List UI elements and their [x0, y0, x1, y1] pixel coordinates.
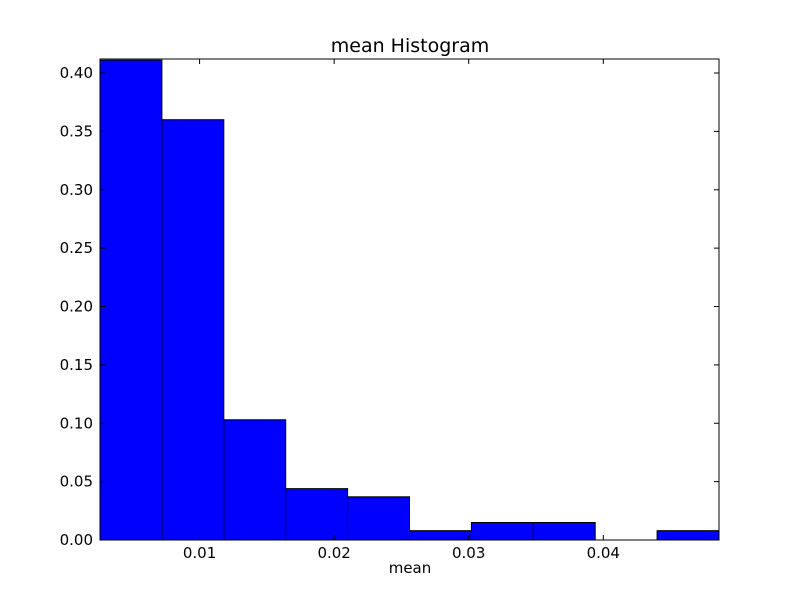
y-tick-label-4: 0.20 — [60, 298, 93, 316]
x-tick-label-3: 0.04 — [587, 544, 620, 562]
y-tick-label-1: 0.05 — [60, 473, 93, 491]
y-tick-label-6: 0.30 — [60, 181, 93, 199]
y-tick-label-5: 0.25 — [60, 239, 93, 257]
histogram-bar-1 — [99, 59, 163, 541]
x-axis-label: mean — [389, 559, 432, 577]
histogram-bar-2 — [161, 119, 225, 541]
y-tick-label-2: 0.10 — [60, 414, 93, 432]
x-tick-label-0: 0.01 — [183, 544, 216, 562]
ticks-layer: 0.00 0.05 0.10 0.15 0.20 0.25 0.30 0.35 0.40 0.01… — [60, 59, 719, 562]
histogram-bar-7 — [470, 521, 534, 541]
histogram-bar-8 — [532, 521, 596, 541]
y-tick-label-8: 0.40 — [60, 64, 93, 82]
y-tick-label-3: 0.15 — [60, 356, 93, 374]
plot-frame — [99, 58, 720, 541]
x-tick-label-2: 0.03 — [452, 544, 485, 562]
x-tick-label-1: 0.02 — [317, 544, 350, 562]
bars-layer — [99, 59, 720, 541]
y-tick-label-7: 0.35 — [60, 122, 93, 140]
histogram-bar-3 — [223, 419, 287, 541]
chart-title: mean Histogram — [331, 35, 490, 57]
y-tick-label-0: 0.00 — [60, 531, 93, 549]
histogram-bar-10 — [656, 530, 720, 541]
histogram-bar-6 — [409, 530, 472, 541]
histogram-bar-4 — [285, 488, 349, 541]
histogram-bar-5 — [347, 496, 411, 541]
